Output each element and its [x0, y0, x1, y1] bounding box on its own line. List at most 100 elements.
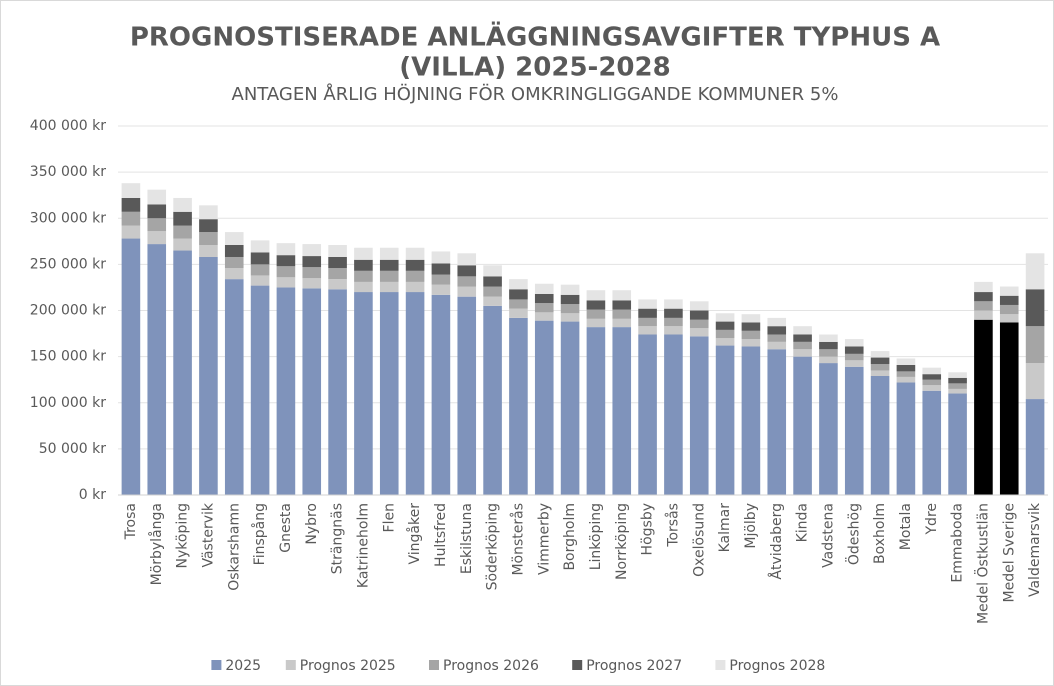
x-tick-label: Norrköping [614, 503, 630, 580]
bar-segment [224, 268, 244, 280]
bar-segment [354, 259, 373, 271]
bar-segment [121, 197, 141, 212]
chart-title: (VILLA) 2025-2028 [399, 53, 670, 83]
bar-segment [638, 326, 657, 335]
bar-segment [276, 243, 296, 256]
bar-segment [173, 197, 192, 212]
bar-segment [405, 281, 425, 293]
bar-segment [457, 276, 477, 287]
bar-segment [844, 366, 864, 495]
bar-segment [560, 284, 580, 295]
bar-segment [922, 390, 942, 495]
bar-segment [509, 299, 528, 309]
bar-segment [147, 204, 167, 219]
bar-segment [819, 356, 838, 364]
bar-segment [767, 334, 787, 342]
bar-segment [586, 290, 606, 301]
bar-segment [767, 341, 787, 350]
bar-segment [715, 321, 735, 330]
bar-segment [173, 238, 192, 251]
bar-segment [612, 290, 632, 301]
bar-segment [612, 318, 632, 328]
bar-segment [819, 363, 838, 495]
bar-segment [974, 281, 993, 293]
bar-segment [379, 270, 399, 282]
bar-segment [896, 382, 916, 495]
legend-label: 2025 [225, 658, 261, 674]
bar-segment [844, 339, 864, 347]
bar-segment [509, 308, 528, 318]
bar-segment [250, 285, 270, 495]
bar-segment [948, 383, 967, 389]
y-tick-label: 300 000 kr [30, 210, 106, 226]
bar-segment [793, 326, 812, 335]
bar-segment [689, 336, 709, 495]
bar-segment [999, 295, 1019, 305]
bar-segment [379, 281, 399, 293]
x-tick-label: Hultsfred [433, 503, 449, 567]
bar-segment [199, 245, 218, 257]
x-tick-label: Åtvidaberg [768, 503, 785, 580]
bar-segment [276, 266, 296, 278]
x-tick-label: Ödeshög [844, 503, 862, 565]
bar-segment [302, 267, 322, 279]
bar-segment [405, 247, 425, 260]
legend-swatch [211, 660, 222, 670]
bar-segment [793, 341, 812, 350]
bar-segment [664, 334, 683, 495]
bar-segment [328, 245, 347, 257]
bar-segment [741, 322, 761, 331]
bar-segment [276, 255, 296, 267]
bar-segment [250, 252, 270, 265]
bar-segment [328, 268, 347, 280]
x-tick-label: Boxholm [872, 503, 888, 564]
bar-segment [121, 238, 141, 496]
legend-swatch [429, 660, 439, 670]
bar-segment [586, 327, 606, 495]
bar-segment [612, 300, 632, 310]
bar-segment [1025, 363, 1045, 400]
x-tick-label: Nyköping [175, 503, 191, 568]
bar-segment [922, 385, 942, 391]
bar-segment [922, 367, 942, 375]
bar-segment [741, 330, 761, 340]
bar-segment [844, 346, 864, 354]
bar-segment [638, 308, 657, 318]
bar-segment [199, 205, 218, 220]
x-tick-label: Västervik [200, 502, 216, 567]
bar-segment [922, 374, 942, 380]
bar-segment [689, 328, 709, 337]
bar-segment [431, 263, 451, 275]
bar-segment [948, 372, 967, 378]
bar-segment [715, 329, 735, 339]
bar-segment [741, 346, 761, 495]
bar-segment [224, 279, 244, 495]
bar-segment [715, 313, 735, 322]
bar-segment [999, 286, 1019, 296]
bar-segment [431, 251, 451, 264]
bar-segment [896, 364, 916, 372]
bar-segment [457, 265, 477, 277]
bar-segment [302, 288, 322, 495]
bar-segment [250, 275, 270, 286]
bar-segment [250, 264, 270, 276]
bar-segment [844, 353, 864, 361]
bar-segment [431, 274, 451, 285]
x-tick-label: Nybro [304, 503, 320, 545]
x-tick-label: Finspång [251, 503, 268, 565]
x-tick-label: Linköping [588, 503, 604, 570]
legend-swatch [572, 660, 583, 670]
y-tick-label: 150 000 kr [30, 349, 106, 365]
bar-segment [147, 244, 167, 495]
bar-segment [224, 232, 244, 246]
bar-segment [999, 304, 1019, 315]
bar-segment [173, 250, 192, 495]
bar-segment [328, 256, 347, 269]
x-tick-label: Vimmerby [536, 503, 552, 575]
x-tick-label: Kalmar [717, 503, 733, 553]
bar-segment [147, 231, 167, 245]
bar-segment [534, 312, 554, 321]
bar-segment [276, 287, 296, 495]
legend-swatch [715, 660, 726, 670]
